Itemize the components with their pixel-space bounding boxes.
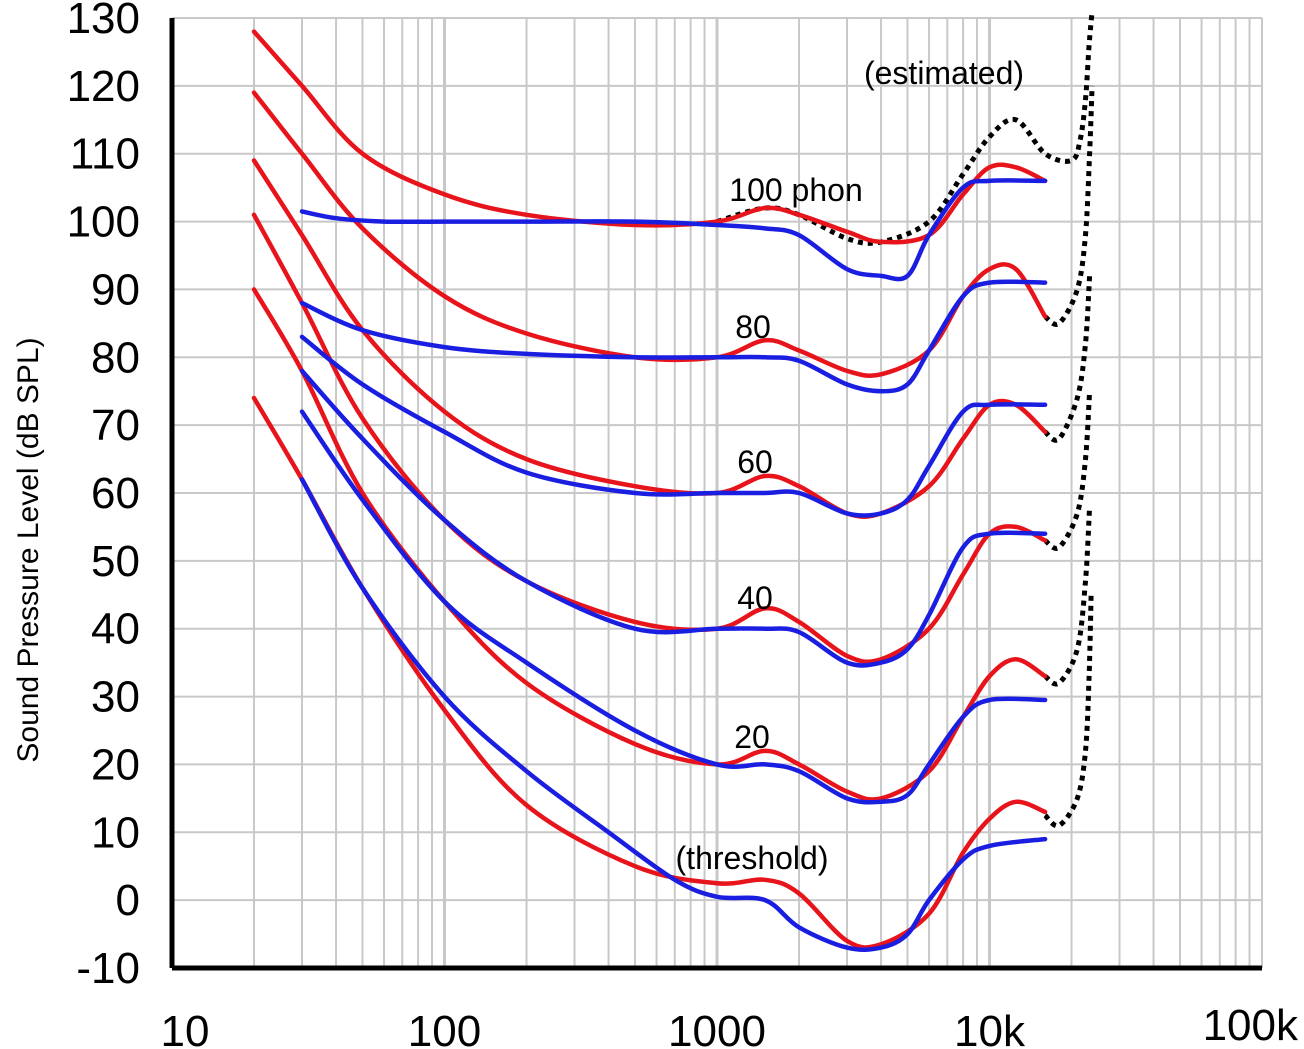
x-tick-labels: 10 100 1000 10k 100k <box>161 1001 1299 1049</box>
annotation-100-phon: 100 phon <box>729 172 862 208</box>
blue-curve <box>299 477 1048 952</box>
y-tick-label: 40 <box>91 605 140 654</box>
y-tick-label: 20 <box>91 740 140 789</box>
y-tick-label: 130 <box>67 0 140 43</box>
dotted-curve <box>716 10 1095 246</box>
x-tick-label: 10 <box>161 1007 210 1049</box>
y-tick-label: 60 <box>91 469 140 518</box>
x-tick-label: 100k <box>1203 1001 1299 1049</box>
y-tick-label: 110 <box>70 130 140 179</box>
y-tick-label: 80 <box>91 333 140 382</box>
y-tick-label: 30 <box>91 673 140 722</box>
red-curve <box>251 158 1048 520</box>
axes <box>169 18 1262 971</box>
blue-curve <box>299 368 1048 668</box>
x-tick-label: 10k <box>954 1007 1026 1049</box>
y-tick-label: 0 <box>116 876 140 925</box>
annotation-estimated: (estimated) <box>864 55 1024 91</box>
red-curve <box>251 212 1048 665</box>
curves <box>251 10 1095 952</box>
x-tick-label: 100 <box>408 1007 481 1049</box>
annotation-80-phon: 80 <box>735 309 771 345</box>
dotted-curve <box>1043 85 1095 327</box>
dotted-curve <box>1043 594 1094 829</box>
annotation-20-phon: 20 <box>734 719 770 755</box>
blue-curve <box>299 279 1048 394</box>
y-tick-label: 120 <box>67 62 140 111</box>
dotted-curve <box>1043 391 1093 551</box>
y-tick-label: -10 <box>76 944 140 993</box>
y-axis-title: Sound Pressure Level (dB SPL) <box>12 337 45 762</box>
blue-curve <box>299 178 1048 282</box>
annotation-40-phon: 40 <box>737 580 773 616</box>
y-tick-label: 70 <box>91 401 140 450</box>
y-tick-label: 100 <box>67 198 140 247</box>
dotted-curve <box>1043 506 1093 687</box>
x-tick-label: 1000 <box>668 1007 766 1049</box>
blue-curve <box>299 409 1048 805</box>
y-tick-label: 10 <box>91 808 140 857</box>
dotted-curve <box>1043 275 1093 443</box>
red-curve <box>251 287 1048 802</box>
red-curve <box>251 29 1048 245</box>
y-tick-label: 90 <box>91 265 140 314</box>
annotation-threshold: (threshold) <box>676 840 829 876</box>
y-tick-label: 50 <box>91 537 140 586</box>
annotation-60-phon: 60 <box>737 444 773 480</box>
blue-curve <box>299 334 1048 518</box>
